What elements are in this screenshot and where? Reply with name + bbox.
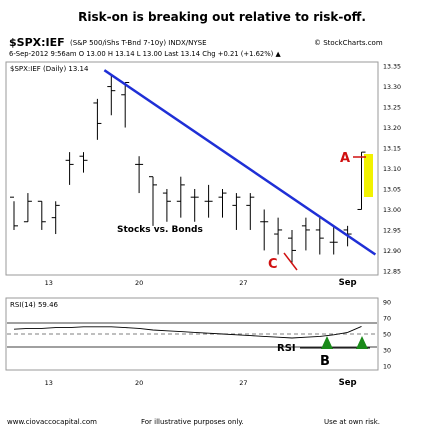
ohlc-bar xyxy=(274,217,283,255)
rsi-tick-label: 30 xyxy=(383,348,391,355)
ohlc-bar xyxy=(51,201,60,235)
rsi-label: RSI xyxy=(277,343,296,354)
footer-disclaimer-2: Use at own risk. xyxy=(324,418,380,426)
ohlc-bar xyxy=(149,176,157,226)
ohlc-bar xyxy=(10,196,18,230)
price-tick-label: 13.20 xyxy=(383,125,401,132)
ohlc-bar xyxy=(204,184,213,218)
annotation-a: A xyxy=(340,151,350,166)
price-tick-label: 13.15 xyxy=(383,146,401,153)
rsi-tick-label: 10 xyxy=(383,364,391,371)
ohlc-bar xyxy=(23,193,32,223)
x-tick-label: 27 xyxy=(239,379,247,387)
symbol-description: (S&P 500/iShs T-Bnd 7-10y) INDX/NYSE xyxy=(70,39,207,47)
ohlc-bar xyxy=(176,176,185,218)
copyright: © StockCharts.com xyxy=(314,39,383,47)
price-tick-label: 13.35 xyxy=(383,64,401,71)
annotation-c: C xyxy=(268,257,278,272)
x-tick-label: Sep xyxy=(339,278,357,288)
ohlc-bar xyxy=(93,98,102,140)
quote-line: 6-Sep-2012 9:56am O 13.00 H 13.14 L 13.0… xyxy=(9,50,281,58)
price-tick-label: 12.85 xyxy=(383,268,401,275)
rsi-tick-label: 70 xyxy=(383,316,391,323)
rsi-panel: RSI(14) 59.46 90 70 50 30 10 RSI B xyxy=(5,297,391,371)
trendline xyxy=(103,69,377,256)
footer-site: www.ciovaccocapital.com xyxy=(7,418,97,426)
price-tick-label: 13.05 xyxy=(383,186,401,193)
rsi-legend: RSI(14) 59.46 xyxy=(10,301,59,309)
symbol-label: $SPX:IEF xyxy=(9,36,65,49)
ohlc-bar xyxy=(107,74,116,116)
rsi-axis: 90 70 50 30 10 xyxy=(383,300,391,371)
price-tick-label: 13.10 xyxy=(383,166,401,173)
ohlc-bar xyxy=(260,209,269,251)
price-legend: $SPX:IEF (Daily) 13.14 xyxy=(10,65,89,73)
price-axis: 13.35 13.30 13.25 13.20 13.15 13.10 13.05 13.00… xyxy=(383,64,401,276)
x-tick-label: 20 xyxy=(135,279,143,287)
ohlc-bar xyxy=(218,188,227,218)
price-panel: $SPX:IEF (Daily) 13.14 13.3513.3013.2513… xyxy=(5,61,401,276)
ohlc-bar xyxy=(301,217,310,251)
ohlc-bar xyxy=(79,152,88,173)
ohlc-bar xyxy=(357,151,366,210)
rsi-up-arrow-left xyxy=(321,336,333,349)
price-tick-label: 12.95 xyxy=(383,227,401,234)
x-tick-label: 13 xyxy=(45,379,53,387)
breakout-highlight xyxy=(364,154,373,197)
price-tick-label: 13.25 xyxy=(383,105,401,112)
ohlc-bar xyxy=(190,188,199,222)
annotation-b: B xyxy=(320,354,330,369)
rsi-line xyxy=(13,326,362,339)
ohlc-bar xyxy=(329,225,338,255)
ohlc-bar xyxy=(315,217,324,255)
stocks-vs-bonds-label: Stocks vs. Bonds xyxy=(117,225,203,235)
x-axis-labels: 13 20 27 Sep xyxy=(45,278,357,288)
ohlc-bar xyxy=(121,81,130,128)
x-tick-label: 27 xyxy=(239,279,247,287)
price-tick-label: 12.90 xyxy=(383,248,401,255)
x-axis-labels-bottom: 13 20 27 Sep xyxy=(45,378,357,388)
ohlc-bar xyxy=(162,188,171,222)
x-tick-label: 20 xyxy=(135,379,143,387)
price-tick-label: 13.30 xyxy=(383,84,401,91)
price-bars xyxy=(10,74,366,263)
ohlc-bar xyxy=(37,200,46,230)
rsi-up-arrow-right xyxy=(356,336,368,349)
rsi-tick-label: 50 xyxy=(383,332,391,339)
ohlc-bar xyxy=(135,156,144,194)
annotation-c-arrow xyxy=(283,252,298,271)
ohlc-bar xyxy=(232,193,241,230)
headline: Risk-on is breaking out relative to risk… xyxy=(78,10,366,24)
price-tick-label: 13.00 xyxy=(383,207,401,214)
footer-disclaimer-1: For illustrative purposes only. xyxy=(141,418,244,426)
rsi-tick-label: 90 xyxy=(383,300,391,307)
ohlc-bar xyxy=(246,193,255,230)
ohlc-bar xyxy=(288,229,296,263)
ohlc-bar xyxy=(65,152,74,185)
x-tick-label: 13 xyxy=(45,279,53,287)
x-tick-label: Sep xyxy=(339,378,357,388)
